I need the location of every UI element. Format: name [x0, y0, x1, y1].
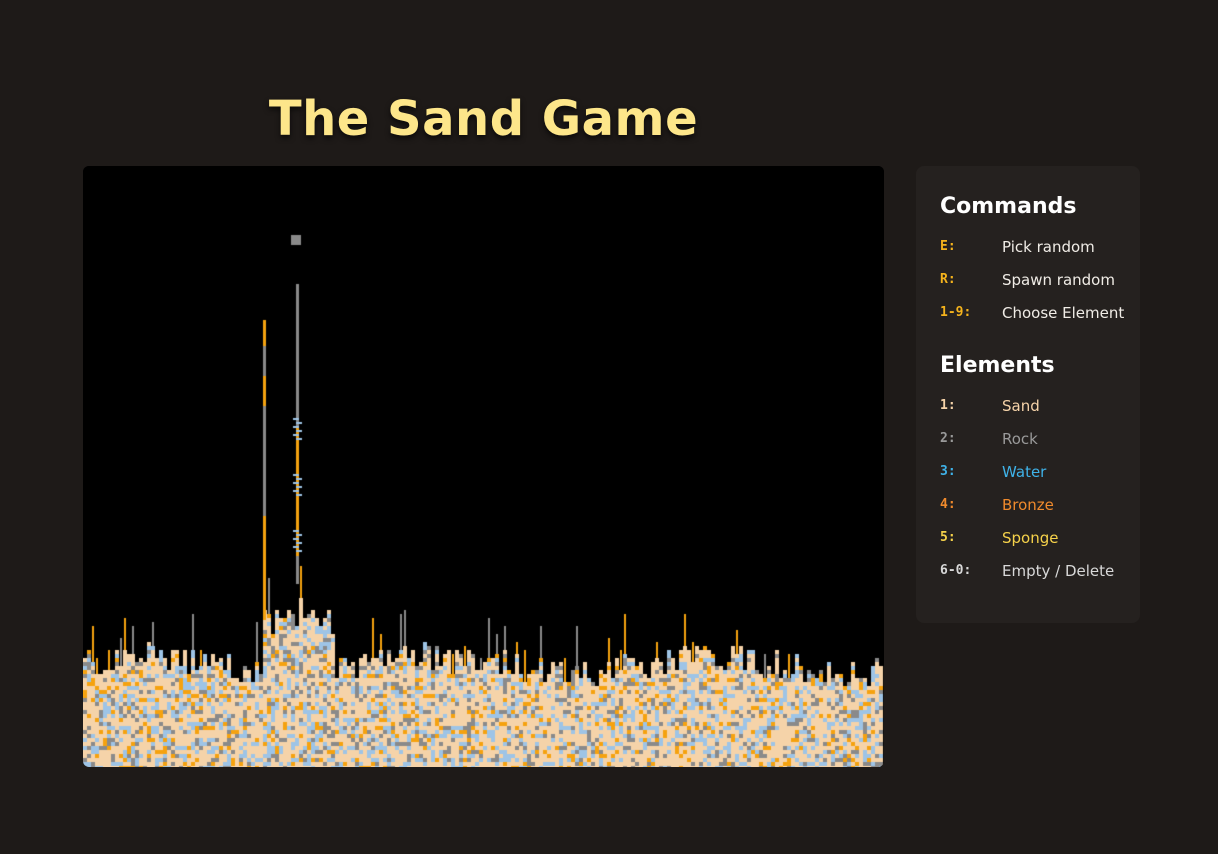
- element-key: 4:: [940, 497, 956, 512]
- elements-heading: Elements: [940, 353, 1055, 378]
- element-row-bronze: 4: Bronze: [940, 488, 1140, 521]
- command-label: Spawn random: [1002, 270, 1115, 289]
- element-label: Rock: [1002, 429, 1038, 448]
- help-panel: Commands E: Pick random R: Spawn random …: [916, 166, 1140, 623]
- element-label: Sponge: [1002, 528, 1059, 547]
- command-row-choose-element: 1-9: Choose Element: [940, 296, 1140, 329]
- commands-heading: Commands: [940, 194, 1077, 219]
- element-key: 1:: [940, 398, 956, 413]
- element-row-water: 3: Water: [940, 455, 1140, 488]
- command-row-spawn-random: R: Spawn random: [940, 263, 1140, 296]
- element-row-sand: 1: Sand: [940, 389, 1140, 422]
- command-label: Pick random: [1002, 237, 1095, 256]
- command-row-pick-random: E: Pick random: [940, 230, 1140, 263]
- command-key: E:: [940, 239, 956, 254]
- command-label: Choose Element: [1002, 303, 1125, 322]
- element-key: 5:: [940, 530, 956, 545]
- element-label: Water: [1002, 462, 1047, 481]
- element-label: Sand: [1002, 396, 1040, 415]
- element-label: Bronze: [1002, 495, 1054, 514]
- command-key: R:: [940, 272, 956, 287]
- command-key: 1-9:: [940, 305, 972, 320]
- sand-canvas[interactable]: [83, 166, 884, 767]
- commands-list: E: Pick random R: Spawn random 1-9: Choo…: [940, 230, 1140, 329]
- element-label: Empty / Delete: [1002, 561, 1115, 580]
- element-row-empty-delete: 6-0: Empty / Delete: [940, 554, 1140, 587]
- element-row-sponge: 5: Sponge: [940, 521, 1140, 554]
- element-key: 6-0:: [940, 563, 972, 578]
- element-key: 2:: [940, 431, 956, 446]
- element-key: 3:: [940, 464, 956, 479]
- element-row-rock: 2: Rock: [940, 422, 1140, 455]
- game-title: The Sand Game: [268, 91, 699, 147]
- sand-canvas-frame[interactable]: [83, 166, 884, 767]
- elements-list: 1: Sand 2: Rock 3: Water 4: Bronze 5: Sp…: [940, 389, 1140, 587]
